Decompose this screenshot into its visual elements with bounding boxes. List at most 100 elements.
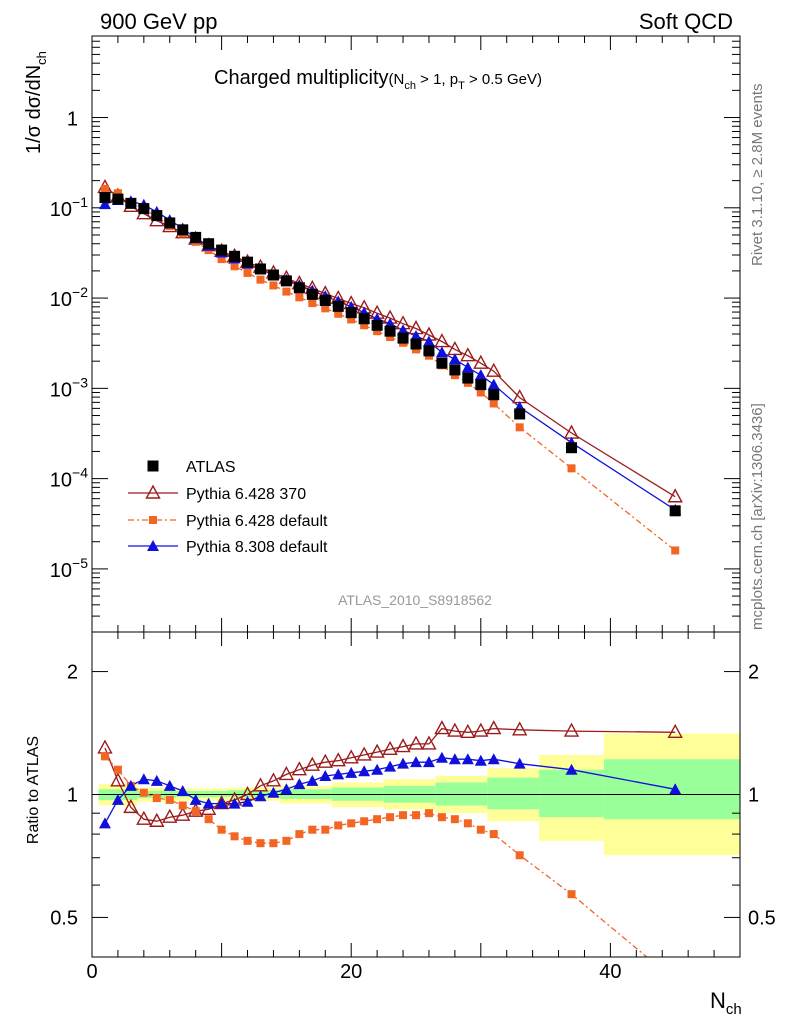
legend-label-pythia-8-308-default: Pythia 8.308 default [186,539,328,556]
ratio-series-line-pythia-8-308-default [104,757,676,824]
main-point-atlas [242,256,254,268]
main-point-pythia-6-428-default [567,464,576,473]
ratio-point-pythia-8-308-default [280,783,293,795]
legend-label-pythia-6-428-370: Pythia 6.428 370 [186,486,306,503]
ratio-y-axis-label: Ratio to ATLAS [25,736,42,844]
ratio-series-line-pythia-6-428-370 [104,727,676,822]
main-point-atlas [151,210,163,222]
legend-marker-pythia-6-428-370 [145,484,161,499]
main-point-pythia-6-428-370 [473,354,489,369]
ratio-point-pythia-8-308-default [176,784,189,796]
x-axis-label-sub: ch [726,1001,742,1018]
ratio-point-pythia-8-308-default [435,751,448,763]
main-y-tick-label-exp: −3 [72,374,88,390]
ratio-point-pythia-6-428-370 [110,772,126,787]
ratio-point-pythia-6-428-default [178,801,187,810]
ratio-point-pythia-8-308-default [397,757,410,769]
ratio-point-pythia-6-428-default [230,832,239,841]
ratio-point-pythia-8-308-default [111,793,124,805]
main-y-tick-label: 10−3 [50,374,88,401]
ratio-point-pythia-6-428-default [386,813,395,822]
ratio-point-pythia-8-308-default [358,765,371,777]
main-y-axis-label: 1/σ dσ/dNch [23,51,49,154]
ratio-point-pythia-6-428-default [282,836,291,845]
x-axis-label: Nch [710,988,742,1018]
main-point-pythia-8-308-default [422,335,435,347]
ratio-point-pythia-8-308-default [332,768,345,780]
ratio-point-pythia-8-308-default [150,774,163,786]
ratio-point-pythia-8-308-default [448,753,461,765]
ratio-point-pythia-6-428-default [412,811,420,820]
main-point-pythia-6-428-default [489,399,498,408]
ratio-x-tick-label: 20 [340,961,362,983]
main-y-axis-label-text: 1/σ dσ/dN [23,65,45,154]
main-point-atlas [280,275,292,287]
main-point-pythia-6-428-default [360,321,369,330]
ratio-point-pythia-8-308-default [189,793,202,805]
ratio-point-pythia-8-308-default [254,790,267,802]
main-y-tick-label: 10−5 [50,555,88,582]
main-point-pythia-8-308-default [448,353,461,365]
ratio-point-pythia-6-428-default [204,815,213,824]
main-point-atlas [112,193,124,205]
ratio-point-pythia-6-428-default [165,795,174,804]
main-point-pythia-6-428-default [515,423,524,432]
main-point-atlas [669,505,681,517]
main-point-atlas [254,263,266,275]
main-y-axis-label-sub: ch [34,51,49,65]
main-point-pythia-8-308-default [474,369,487,381]
main-point-pythia-6-428-default [230,262,239,271]
ratio-point-pythia-6-428-default [217,825,226,834]
main-point-atlas [449,364,461,376]
main-point-atlas [514,408,526,420]
ratio-point-pythia-6-428-default [321,825,330,834]
uncertainty-band-inner [539,769,604,818]
main-point-atlas [358,313,370,325]
main-point-atlas [125,197,137,209]
ratio-point-pythia-6-428-default [437,813,446,822]
main-point-atlas [410,338,422,350]
ratio-point-pythia-6-428-370 [162,808,178,823]
ratio-point-pythia-6-428-default [191,807,200,816]
ratio-point-pythia-6-428-370 [136,810,152,825]
ratio-point-pythia-6-428-370 [123,798,139,814]
ratio-point-pythia-8-308-default [319,769,332,781]
main-point-atlas [99,192,111,204]
main-point-pythia-8-308-default [397,324,410,336]
ratio-point-pythia-6-428-370 [395,738,411,753]
uncertainty-band-inner [487,777,540,810]
ratio-point-pythia-6-428-370 [304,756,320,771]
main-y-tick-label: 1 [67,109,78,131]
ratio-point-pythia-6-428-default [373,815,382,824]
main-point-atlas [203,238,215,250]
main-point-pythia-6-428-default [269,281,278,290]
ratio-point-pythia-6-428-370 [434,720,450,735]
chart-title-cut-b: > 1, p [416,71,458,88]
ratio-point-pythia-8-308-default [137,773,150,785]
main-y-tick-label-exp: −5 [72,555,88,571]
main-point-pythia-6-428-default [295,293,304,302]
main-y-tick-label-exp: −1 [72,194,88,210]
ratio-point-pythia-8-308-default [124,779,137,791]
ratio-point-pythia-6-428-default [152,794,161,803]
ratio-point-pythia-6-428-370 [421,735,437,750]
main-y-tick-label-base: 10 [50,470,72,492]
ratio-point-pythia-6-428-370 [317,753,333,768]
ratio-point-pythia-6-428-default [295,830,304,839]
ratio-point-pythia-6-428-370 [369,743,385,758]
ratio-point-pythia-6-428-370 [356,746,372,761]
main-point-pythia-6-428-370 [486,362,502,377]
main-point-atlas [423,345,435,357]
main-point-pythia-6-428-370 [667,488,683,503]
ratio-point-pythia-6-428-370 [667,723,683,739]
main-point-pythia-6-428-default [334,309,343,318]
ratio-point-pythia-6-428-370 [486,720,502,735]
ratio-point-pythia-6-428-default [100,752,109,761]
main-y-tick-label: 10−4 [50,465,88,492]
main-point-pythia-6-428-default [671,546,680,555]
main-point-pythia-6-428-default [386,333,395,342]
ratio-point-pythia-8-308-default [241,795,254,807]
main-point-pythia-6-428-default [373,327,382,336]
ratio-point-pythia-6-428-370 [460,723,476,739]
main-point-atlas [216,244,228,256]
